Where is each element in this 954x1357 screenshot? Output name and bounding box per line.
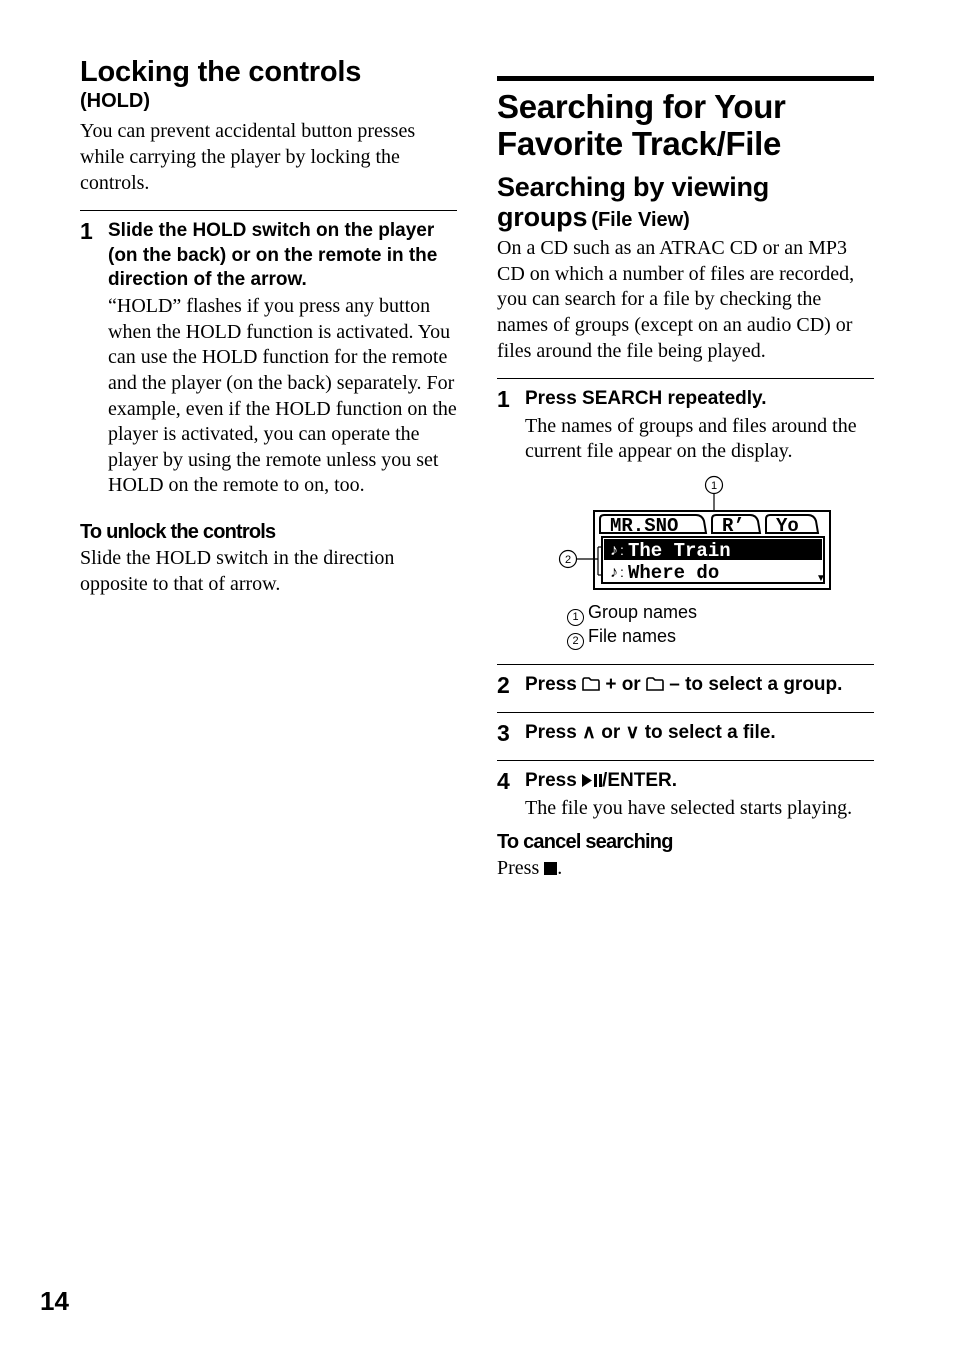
legend-2-text: File names (588, 626, 676, 646)
legend: 1Group names 2File names (567, 602, 874, 650)
heading-locking: Locking the controls (80, 56, 457, 88)
txt: Press (525, 674, 582, 695)
step-instruction: Press + or – to select a group. (525, 673, 874, 698)
txt: or (596, 722, 626, 743)
file-below: Where do (628, 562, 719, 584)
step-4: 4 Press /ENTER. The file you have select… (497, 769, 874, 821)
txt: to select a file. (639, 722, 775, 743)
lcd-svg: 1 MR.SNO R’ Yo (536, 475, 836, 595)
play-pause-icon (582, 774, 602, 787)
page-number: 14 (40, 1286, 69, 1317)
txt: – to select a group. (664, 674, 842, 695)
svg-text:1: 1 (710, 480, 716, 492)
step-explanation: “HOLD” flashes if you press any button w… (108, 294, 457, 499)
svg-text:♪: ♪ (610, 542, 618, 559)
step-instruction: Press /ENTER. (525, 769, 874, 793)
svg-text::: : (620, 542, 624, 558)
subheading-line2b: (File View) (591, 209, 690, 231)
txt: Press (525, 722, 582, 743)
svg-text:▼: ▼ (816, 573, 826, 584)
heading-unlock: To unlock the controls (80, 521, 457, 544)
step-instruction: Slide the HOLD switch on the player (on … (108, 219, 457, 292)
step-explanation: The names of groups and files around the… (525, 414, 874, 465)
subheading-line1: Searching by viewing (497, 173, 874, 203)
two-column-layout: Locking the controls (HOLD) You can prev… (80, 56, 874, 882)
heading-locking-sub: (HOLD) (80, 90, 457, 113)
unlock-body: Slide the HOLD switch in the direction o… (80, 546, 457, 597)
step-2: 2 Press + or – to select a group. (497, 673, 874, 698)
svg-text:2: 2 (564, 554, 570, 566)
rule (497, 712, 874, 713)
rule (497, 664, 874, 665)
step-instruction: Press SEARCH repeatedly. (525, 387, 874, 411)
step-1-search: 1 Press SEARCH repeatedly. The names of … (497, 387, 874, 465)
step-number: 1 (497, 387, 515, 465)
tab2: R’ (722, 515, 745, 537)
down-caret-icon: ∨ (626, 722, 640, 743)
thick-rule (497, 76, 874, 81)
step-number: 4 (497, 769, 515, 821)
spacer (497, 56, 874, 76)
svg-text:♪: ♪ (610, 564, 618, 581)
circled-1-icon: 1 (567, 609, 584, 626)
step-instruction: Press ∧ or ∨ to select a file. (525, 721, 874, 746)
locking-intro: You can prevent accidental button presse… (80, 119, 457, 196)
step-number: 2 (497, 673, 515, 698)
txt: /ENTER. (602, 770, 677, 791)
up-caret-icon: ∧ (582, 722, 596, 743)
subheading-searching: Searching by viewing groups (File View) (497, 173, 874, 232)
rule (497, 760, 874, 761)
txt: . (557, 857, 562, 879)
legend-1-text: Group names (588, 602, 697, 622)
stop-icon (544, 862, 557, 875)
txt: Press (497, 857, 544, 879)
step-body: Press /ENTER. The file you have selected… (525, 769, 874, 821)
legend-1: 1Group names (567, 602, 874, 626)
tab1: MR.SNO (610, 515, 678, 537)
step-3: 3 Press ∧ or ∨ to select a file. (497, 721, 874, 746)
legend-2: 2File names (567, 626, 874, 650)
step-number: 1 (80, 219, 98, 499)
left-column: Locking the controls (HOLD) You can prev… (80, 56, 457, 882)
txt: + or (600, 674, 646, 695)
folder-icon (646, 677, 664, 691)
right-column: Searching for Your Favorite Track/File S… (497, 56, 874, 882)
circled-2-icon: 2 (567, 633, 584, 650)
heading-cancel: To cancel searching (497, 831, 874, 854)
txt: Press (525, 770, 582, 791)
subheading-line2a: groups (497, 202, 587, 232)
file-selected: The Train (628, 540, 731, 562)
tab3: Yo (776, 515, 799, 537)
folder-icon (582, 677, 600, 691)
rule (80, 210, 457, 211)
page: Locking the controls (HOLD) You can prev… (0, 0, 954, 1357)
title-searching: Searching for Your Favorite Track/File (497, 89, 874, 163)
svg-text::: : (620, 564, 624, 580)
display-illustration: 1 MR.SNO R’ Yo (497, 475, 874, 650)
cancel-body: Press . (497, 856, 874, 882)
step-explanation: The file you have selected starts playin… (525, 796, 874, 822)
step-number: 3 (497, 721, 515, 746)
searching-intro: On a CD such as an ATRAC CD or an MP3 CD… (497, 236, 874, 364)
subheading-line2: groups (File View) (497, 203, 874, 233)
rule (497, 378, 874, 379)
step-body: Press SEARCH repeatedly. The names of gr… (525, 387, 874, 465)
step-body: Slide the HOLD switch on the player (on … (108, 219, 457, 499)
step-1-locking: 1 Slide the HOLD switch on the player (o… (80, 219, 457, 499)
